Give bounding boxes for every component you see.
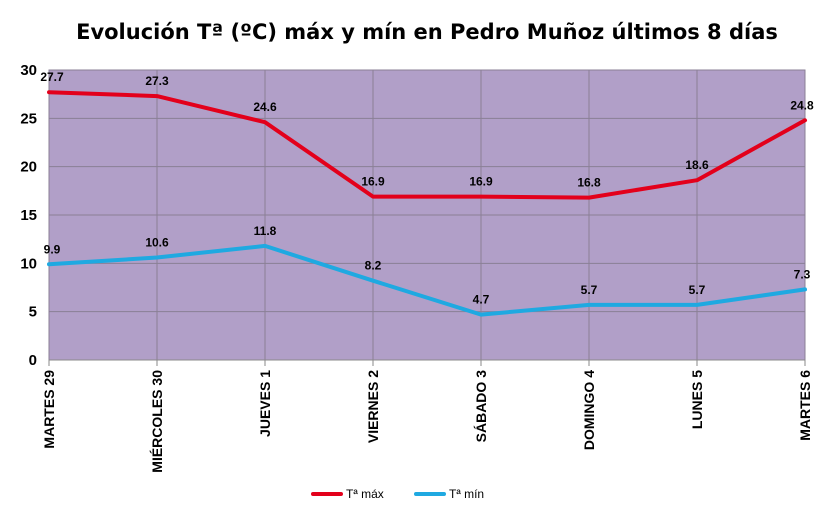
data-label: 8.2 — [365, 259, 382, 273]
data-label: 18.6 — [685, 158, 709, 172]
legend-label-0: Tª máx — [346, 487, 384, 501]
data-label: 9.9 — [44, 242, 61, 256]
data-label: 11.8 — [254, 224, 277, 238]
data-label: 4.7 — [473, 293, 490, 307]
y-tick-label: 25 — [20, 110, 37, 127]
chart-title: Evolución Tª (ºC) máx y mín en Pedro Muñ… — [76, 20, 778, 44]
data-label: 5.7 — [581, 283, 598, 297]
x-category-label: DOMINGO 4 — [581, 370, 597, 450]
y-tick-label: 0 — [29, 352, 37, 369]
y-tick-label: 10 — [20, 255, 37, 272]
y-tick-label: 5 — [29, 304, 37, 321]
legend: Tª máx Tª mín — [311, 487, 484, 501]
x-category-label: SÁBADO 3 — [473, 370, 489, 443]
data-label: 7.3 — [794, 267, 811, 281]
data-label: 24.6 — [253, 100, 277, 114]
data-label: 10.6 — [145, 236, 169, 250]
x-category-label: MARTES 29 — [41, 370, 57, 449]
y-tick-label: 15 — [20, 207, 37, 224]
data-label: 27.3 — [145, 74, 169, 88]
x-category-label: VIERNES 2 — [365, 370, 381, 443]
data-label: 16.8 — [577, 176, 601, 190]
x-category-label: MARTES 6 — [797, 370, 813, 441]
y-tick-label: 20 — [20, 159, 37, 176]
data-label: 5.7 — [689, 283, 706, 297]
x-category-label: JUEVES 1 — [257, 370, 273, 437]
y-tick-label: 30 — [20, 62, 37, 79]
legend-label-1: Tª mín — [449, 487, 484, 501]
data-label: 27.7 — [40, 70, 64, 84]
x-category-label: MIÉRCOLES 30 — [149, 370, 165, 473]
series-line-1 — [47, 243, 807, 317]
plot-area: 0 5 10 15 20 25 30 MARTES 29 MIÉRCOLES 30 JUEVES … — [20, 62, 814, 473]
data-label: 16.9 — [361, 175, 385, 189]
x-category-label: LUNES 5 — [689, 370, 705, 429]
data-label: 24.8 — [790, 98, 814, 112]
series-line-0 — [47, 90, 807, 200]
data-label: 16.9 — [469, 175, 493, 189]
